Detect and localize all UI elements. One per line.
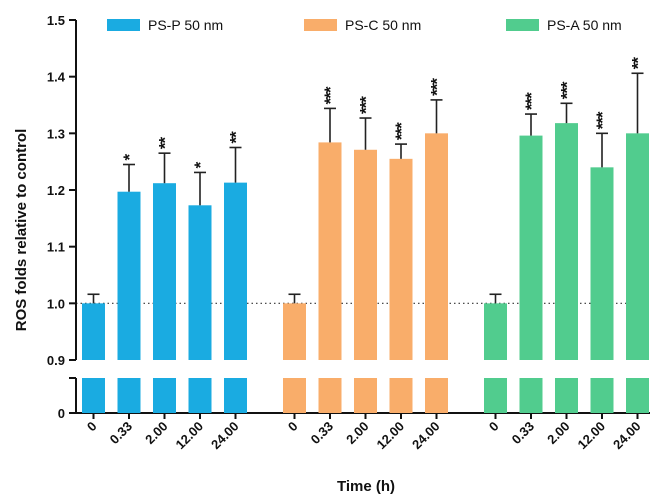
bar: [389, 158, 413, 360]
bar: [519, 135, 543, 360]
x-tick-label: 2.00: [544, 419, 573, 448]
significance-label: **: [227, 131, 246, 144]
significance-label: ***: [428, 78, 447, 96]
bar: [188, 205, 212, 360]
bar-lower-segment: [318, 378, 342, 413]
legend-label: PS-P 50 nm: [148, 17, 223, 33]
x-tick-label: 2.00: [142, 419, 171, 448]
significance-label: ***: [522, 92, 541, 110]
significance-label: ***: [392, 122, 411, 140]
y-tick-label: 1.5: [47, 13, 65, 28]
y-tick-label: 0.9: [47, 353, 65, 368]
bar: [425, 133, 448, 360]
bar: [153, 183, 176, 360]
x-tick-label: 24.00: [610, 419, 644, 453]
bar: [283, 303, 306, 360]
significance-label: *: [191, 161, 210, 168]
x-tick-label: 0: [285, 419, 301, 435]
y-tick-label: 1.0: [47, 296, 65, 311]
bar-lower-segment: [117, 378, 141, 413]
y-tick-label: 0: [58, 406, 65, 421]
bar-lower-segment: [425, 378, 448, 413]
bar: [354, 149, 377, 360]
x-tick-label: 0: [84, 419, 100, 435]
y-tick-label: 1.2: [47, 183, 65, 198]
bars: 0 * 0.33 ** 2.00 * 12.00 ** 24.00 0 *** 0.33 *** 2.00…: [82, 57, 649, 452]
y-tick-label: 1.1: [47, 240, 65, 255]
bar: [117, 191, 141, 360]
legend: PS-P 50 nm PS-C 50 nm PS-A 50 nm: [107, 17, 622, 33]
bar: [484, 303, 507, 360]
series-group: 0 *** 0.33 *** 2.00 *** 12.00 ** 24.00: [484, 57, 649, 452]
significance-label: **: [156, 137, 175, 150]
bar-lower-segment: [354, 378, 377, 413]
significance-label: ***: [357, 96, 376, 114]
x-tick-label: 24.00: [409, 419, 443, 453]
bar-lower-segment: [82, 378, 105, 413]
y-axis-title: ROS folds relative to control: [13, 129, 30, 332]
series-group: 0 * 0.33 ** 2.00 * 12.00 ** 24.00: [82, 131, 247, 452]
legend-swatch: [304, 19, 337, 31]
bar-lower-segment: [519, 378, 543, 413]
x-tick-label: 12.00: [374, 419, 408, 453]
bar: [626, 133, 649, 360]
bar-lower-segment: [389, 378, 413, 413]
bar-lower-segment: [555, 378, 578, 413]
x-tick-label: 0.33: [509, 419, 538, 448]
significance-label: **: [629, 57, 648, 70]
legend-item: PS-C 50 nm: [304, 17, 421, 33]
bar: [555, 123, 578, 360]
series-group: 0 *** 0.33 *** 2.00 *** 12.00 *** 24.00: [283, 78, 448, 452]
bar: [318, 142, 342, 360]
bar-lower-segment: [224, 378, 247, 413]
bar-lower-segment: [484, 378, 507, 413]
significance-label: *: [120, 154, 139, 161]
bar: [590, 167, 614, 360]
legend-item: PS-P 50 nm: [107, 17, 223, 33]
y-tick-label: 1.3: [47, 126, 65, 141]
bar-lower-segment: [153, 378, 176, 413]
bar-lower-segment: [626, 378, 649, 413]
legend-label: PS-C 50 nm: [345, 17, 421, 33]
x-tick-label: 12.00: [173, 419, 207, 453]
bar-lower-segment: [188, 378, 212, 413]
legend-item: PS-A 50 nm: [506, 17, 622, 33]
x-axis-title: Time (h): [337, 478, 395, 495]
significance-label: ***: [558, 81, 577, 99]
legend-swatch: [506, 19, 539, 31]
bar-lower-segment: [283, 378, 306, 413]
significance-label: ***: [321, 86, 340, 104]
bar: [82, 303, 105, 360]
x-tick-label: 12.00: [575, 419, 609, 453]
x-tick-label: 0.33: [308, 419, 337, 448]
x-tick-label: 24.00: [208, 419, 242, 453]
significance-label: ***: [593, 111, 612, 129]
legend-swatch: [107, 19, 140, 31]
x-tick-label: 0.33: [107, 419, 136, 448]
x-tick-label: 2.00: [343, 419, 372, 448]
bar: [224, 182, 247, 360]
bar-lower-segment: [590, 378, 614, 413]
y-tick-label: 1.4: [47, 70, 66, 85]
legend-label: PS-A 50 nm: [547, 17, 622, 33]
x-tick-label: 0: [486, 419, 502, 435]
